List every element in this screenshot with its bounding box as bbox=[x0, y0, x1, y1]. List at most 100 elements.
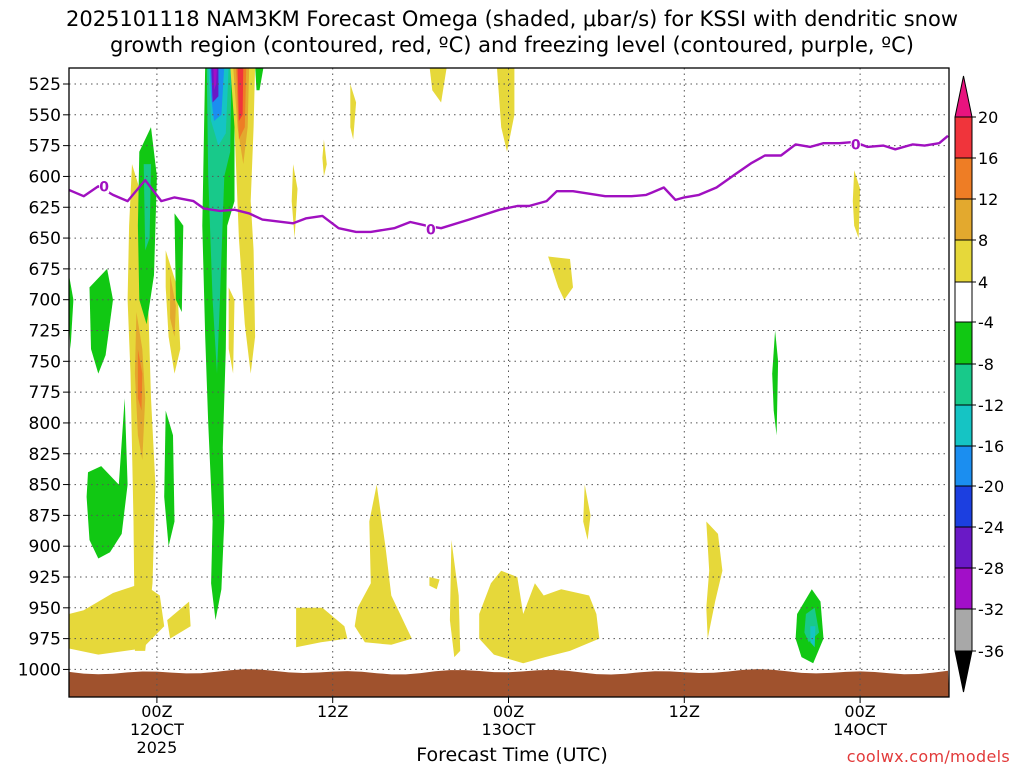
colorbar-bin bbox=[954, 321, 973, 365]
x-tick-date: 13OCT bbox=[482, 720, 536, 739]
colorbar-label: -36 bbox=[978, 642, 1004, 661]
y-tick-label: 1000 bbox=[18, 660, 61, 680]
colorbar: 20 16 12 8 4 -4 -8 -12 -16 -20 -24 -28 -32 -36 bbox=[954, 75, 1004, 693]
colorbar-label: -8 bbox=[978, 355, 994, 374]
colorbar-bin bbox=[954, 157, 973, 200]
colorbar-bin bbox=[954, 198, 973, 241]
freezing-level-line bbox=[69, 134, 949, 234]
omega-region-24 bbox=[228, 287, 235, 374]
omega-region-5 bbox=[170, 275, 176, 337]
y-tick-label: 775 bbox=[29, 383, 61, 403]
chart-title-line-1: 2025101118 NAM3KM Forecast Omega (shaded… bbox=[65, 7, 959, 31]
omega-region-43 bbox=[810, 626, 816, 648]
x-axis-title: Forecast Time (UTC) bbox=[416, 744, 608, 766]
y-tick-label: 950 bbox=[29, 599, 61, 619]
omega-region-28 bbox=[350, 84, 357, 140]
freezing-level-label: 0 bbox=[851, 137, 861, 153]
colorbar-label: -32 bbox=[978, 600, 1004, 619]
terrain-layer bbox=[69, 669, 949, 697]
omega-region-31 bbox=[548, 256, 573, 300]
omega-region-25 bbox=[167, 601, 191, 639]
freezing-level-label: 0 bbox=[426, 222, 436, 238]
omega-region-38 bbox=[583, 484, 591, 540]
terrain-surface bbox=[69, 669, 949, 697]
y-tick-label: 625 bbox=[29, 198, 61, 218]
colorbar-bin bbox=[954, 404, 973, 447]
colorbar-bin bbox=[954, 116, 973, 159]
y-tick-label: 550 bbox=[29, 106, 61, 126]
freezing-level-layer: 0 0 0 bbox=[69, 134, 949, 238]
site-credit: coolwx.com/models bbox=[846, 747, 1010, 766]
chart-title-line-2: growth region (contoured, red, ºC) and f… bbox=[110, 33, 914, 57]
freezing-label-bg-1 bbox=[425, 221, 436, 237]
colorbar-label: -24 bbox=[978, 518, 1004, 537]
x-tick-date: 12OCT bbox=[130, 720, 184, 739]
omega-region-18 bbox=[213, 68, 217, 91]
colorbar-label: -28 bbox=[978, 559, 1004, 578]
freezing-level-label: 0 bbox=[99, 179, 109, 195]
y-tick-label: 575 bbox=[29, 137, 61, 157]
y-tick-label: 675 bbox=[29, 260, 61, 280]
omega-region-23 bbox=[255, 68, 264, 91]
omega-region-32 bbox=[852, 170, 861, 239]
omega-region-42 bbox=[804, 607, 820, 643]
colorbar-label: 16 bbox=[978, 149, 998, 168]
colorbar-bin bbox=[954, 567, 973, 610]
colorbar-bin bbox=[954, 485, 973, 528]
colorbar-label: -4 bbox=[978, 313, 994, 332]
y-tick-label: 750 bbox=[29, 352, 61, 372]
y-tick-label: 975 bbox=[29, 630, 61, 650]
x-tick-year: 2025 bbox=[137, 738, 178, 757]
colorbar-bin bbox=[954, 526, 973, 569]
omega-region-36 bbox=[449, 540, 461, 658]
colorbar-bin bbox=[954, 363, 973, 406]
omega-region-12 bbox=[164, 410, 175, 547]
omega-region-37 bbox=[479, 570, 600, 664]
omega-region-29 bbox=[429, 68, 447, 103]
y-tick-label: 650 bbox=[29, 229, 61, 249]
omega-region-40 bbox=[772, 330, 779, 436]
omega-region-27 bbox=[322, 139, 327, 177]
colorbar-label: -20 bbox=[978, 477, 1004, 496]
colorbar-bin bbox=[954, 608, 973, 652]
y-tick-label: 525 bbox=[29, 75, 61, 95]
colorbar-bin-bottom bbox=[954, 650, 973, 693]
x-tick-label: 12Z bbox=[317, 702, 348, 721]
x-tick-label: 00Z bbox=[141, 702, 172, 721]
freezing-label-bg-0 bbox=[99, 178, 110, 194]
colorbar-bin-top bbox=[954, 75, 973, 118]
y-tick-label: 900 bbox=[29, 537, 61, 557]
omega-region-8 bbox=[174, 213, 184, 312]
y-tick-label: 600 bbox=[29, 167, 61, 187]
y-tick-label: 700 bbox=[29, 291, 61, 311]
x-tick-label: 00Z bbox=[493, 702, 524, 721]
colorbar-label: 12 bbox=[978, 190, 998, 209]
colorbar-label: -12 bbox=[978, 396, 1004, 415]
omega-region-19 bbox=[230, 68, 256, 374]
y-tick-label: 800 bbox=[29, 414, 61, 434]
omega-region-11 bbox=[86, 398, 128, 559]
omega-region-22 bbox=[237, 68, 244, 121]
colorbar-bin bbox=[954, 239, 973, 283]
x-tick-label: 12Z bbox=[669, 702, 700, 721]
omega-region-14 bbox=[206, 68, 232, 374]
x-tick-label: 00Z bbox=[844, 702, 875, 721]
y-tick-label: 825 bbox=[29, 445, 61, 465]
colorbar-label: 8 bbox=[978, 231, 988, 250]
omega-region-10 bbox=[89, 268, 113, 374]
colorbar-bin bbox=[954, 445, 973, 487]
omega-region-33 bbox=[354, 484, 412, 645]
colorbar-label: -16 bbox=[978, 437, 1004, 456]
freezing-label-bg-2 bbox=[850, 136, 861, 152]
y-tick-label: 850 bbox=[29, 476, 61, 496]
omega-region-35 bbox=[429, 577, 440, 590]
y-tick-label: 875 bbox=[29, 506, 61, 526]
colorbar-label: 20 bbox=[978, 108, 998, 127]
colorbar-label: 4 bbox=[978, 273, 988, 292]
omega-region-34 bbox=[296, 607, 348, 648]
y-tick-label: 725 bbox=[29, 322, 61, 342]
omega-region-3 bbox=[137, 349, 143, 411]
omega-region-26 bbox=[291, 164, 298, 239]
